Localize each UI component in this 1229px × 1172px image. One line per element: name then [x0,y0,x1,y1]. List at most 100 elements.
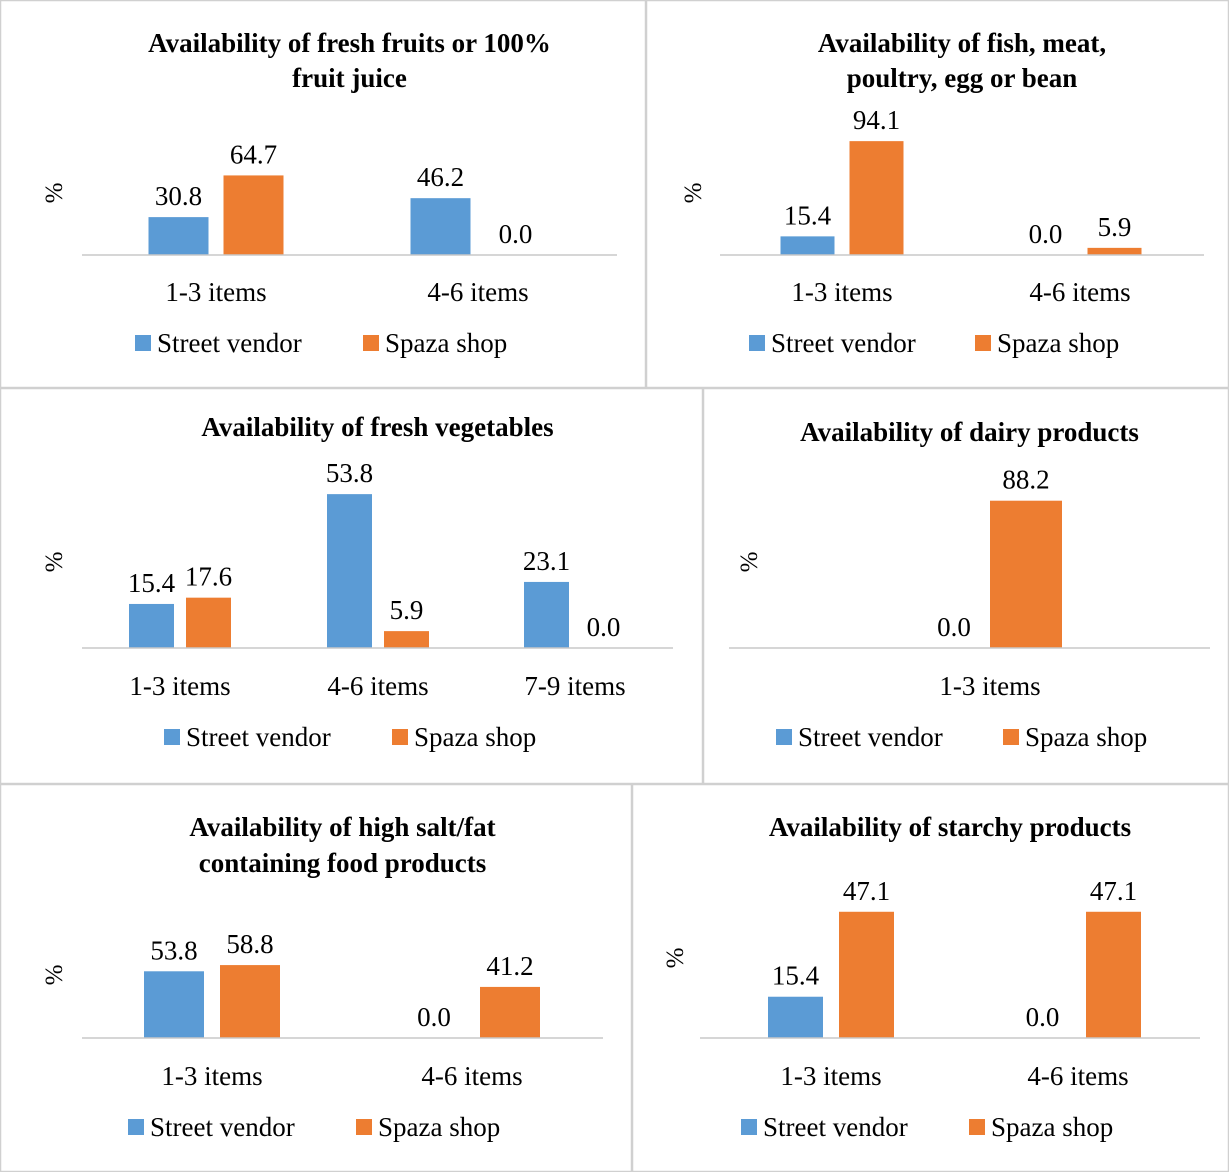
category-label: 4-6 items [327,671,428,701]
y-axis-label: % [736,552,763,573]
y-axis-label: % [41,965,68,986]
data-label: 0.0 [499,219,533,249]
data-label: 64.7 [230,139,277,169]
legend-swatch-street-vendor [749,335,765,351]
data-label: 5.9 [1098,212,1132,242]
data-label: 0.0 [417,1002,451,1032]
bar-spaza-shop [480,986,540,1038]
bar-street-vendor [144,971,204,1038]
legend-label-spaza-shop: Spaza shop [414,722,536,752]
chart-title: Availability of high salt/fat [189,812,495,842]
y-axis-label: % [680,183,707,204]
legend-swatch-street-vendor [741,1119,757,1135]
data-label: 17.6 [185,562,232,592]
category-label: 4-6 items [421,1061,522,1091]
chart-title: Availability of dairy products [800,417,1139,447]
bar-street-vendor [780,236,835,255]
data-label: 0.0 [587,612,621,642]
category-label: 1-3 items [939,671,1040,701]
data-label: 23.1 [523,546,570,576]
legend-swatch-spaza-shop [1003,729,1019,745]
data-label: 94.1 [853,105,900,135]
category-label: 4-6 items [1027,1061,1128,1091]
chart-title: fruit juice [292,63,407,93]
bar-spaza-shop [1087,247,1142,255]
legend-swatch-street-vendor [128,1119,144,1135]
legend-swatch-spaza-shop [363,335,379,351]
chart-title: Availability of fresh fruits or 100% [148,28,551,58]
bar-street-vendor [129,603,174,648]
category-label: 1-3 items [780,1061,881,1091]
legend-label-street-vendor: Street vendor [186,722,331,752]
legend-swatch-street-vendor [164,729,180,745]
legend-label-street-vendor: Street vendor [157,328,302,358]
panel-frame [645,0,1229,389]
legend-swatch-street-vendor [776,729,792,745]
bar-street-vendor [148,217,209,255]
legend-label-spaza-shop: Spaza shop [378,1112,500,1142]
data-label: 0.0 [1029,219,1063,249]
legend-swatch-spaza-shop [975,335,991,351]
data-label: 53.8 [326,458,373,488]
chart-title: poultry, egg or bean [847,63,1078,93]
y-axis-label: % [662,948,689,969]
chart-panel-5: Availability of high salt/fat containing … [0,783,633,1172]
data-label: 30.8 [155,181,202,211]
bar-spaza-shop [223,175,284,255]
category-label: 7-9 items [524,671,625,701]
legend-swatch-spaza-shop [969,1119,985,1135]
category-label: 4-6 items [1029,277,1130,307]
bar-spaza-shop [839,911,894,1038]
legend-label-street-vendor: Street vendor [798,722,943,752]
category-label: 4-6 items [427,277,528,307]
bar-street-vendor [524,581,569,648]
y-axis-label: % [41,183,68,204]
chart-title: containing food products [199,848,487,878]
category-label: 1-3 items [165,277,266,307]
chart-title: Availability of fish, meat, [818,28,1106,58]
chart-title: Availability of starchy products [769,812,1131,842]
bar-street-vendor [768,996,823,1038]
data-label: 47.1 [843,876,890,906]
data-label: 15.4 [772,961,820,991]
chart-panel-3: Availability of fresh vegetables% 15.4 17.… [0,387,704,785]
chart-panel-4: Availability of dairy products% 0.0 88.2 1-… [702,387,1229,785]
chart-panel-1: Availability of fresh fruits or 100% frui… [0,0,647,389]
panel-frame [0,0,647,389]
bar-spaza-shop [990,500,1062,648]
data-label: 15.4 [128,568,176,598]
bar-spaza-shop [849,141,904,255]
legend-swatch-spaza-shop [356,1119,372,1135]
y-axis-label: % [41,552,68,573]
category-label: 1-3 items [161,1061,262,1091]
bar-street-vendor [327,494,372,648]
bar-street-vendor [410,198,471,255]
legend-swatch-spaza-shop [392,729,408,745]
legend-label-spaza-shop: Spaza shop [385,328,507,358]
legend-label-street-vendor: Street vendor [150,1112,295,1142]
bar-spaza-shop [1086,911,1141,1038]
category-label: 1-3 items [791,277,892,307]
bar-spaza-shop [220,965,280,1038]
data-label: 46.2 [417,162,464,192]
chart-title: Availability of fresh vegetables [201,412,553,442]
legend-label-street-vendor: Street vendor [771,328,916,358]
data-label: 0.0 [937,612,971,642]
data-label: 88.2 [1002,465,1049,495]
legend-label-spaza-shop: Spaza shop [997,328,1119,358]
chart-panel-6: Availability of starchy products% 15.4 47.… [631,783,1229,1172]
data-label: 15.4 [784,200,832,230]
data-label: 5.9 [390,595,424,625]
bar-spaza-shop [384,631,429,648]
panel-frame [0,783,633,1172]
category-label: 1-3 items [129,671,230,701]
legend-label-spaza-shop: Spaza shop [1025,722,1147,752]
data-label: 0.0 [1026,1002,1060,1032]
data-label: 53.8 [150,935,197,965]
legend-swatch-street-vendor [135,335,151,351]
data-label: 41.2 [486,951,533,981]
chart-panel-2: Availability of fish, meat, poultry, egg … [645,0,1229,389]
panel-frame [0,387,704,785]
data-label: 47.1 [1090,876,1137,906]
